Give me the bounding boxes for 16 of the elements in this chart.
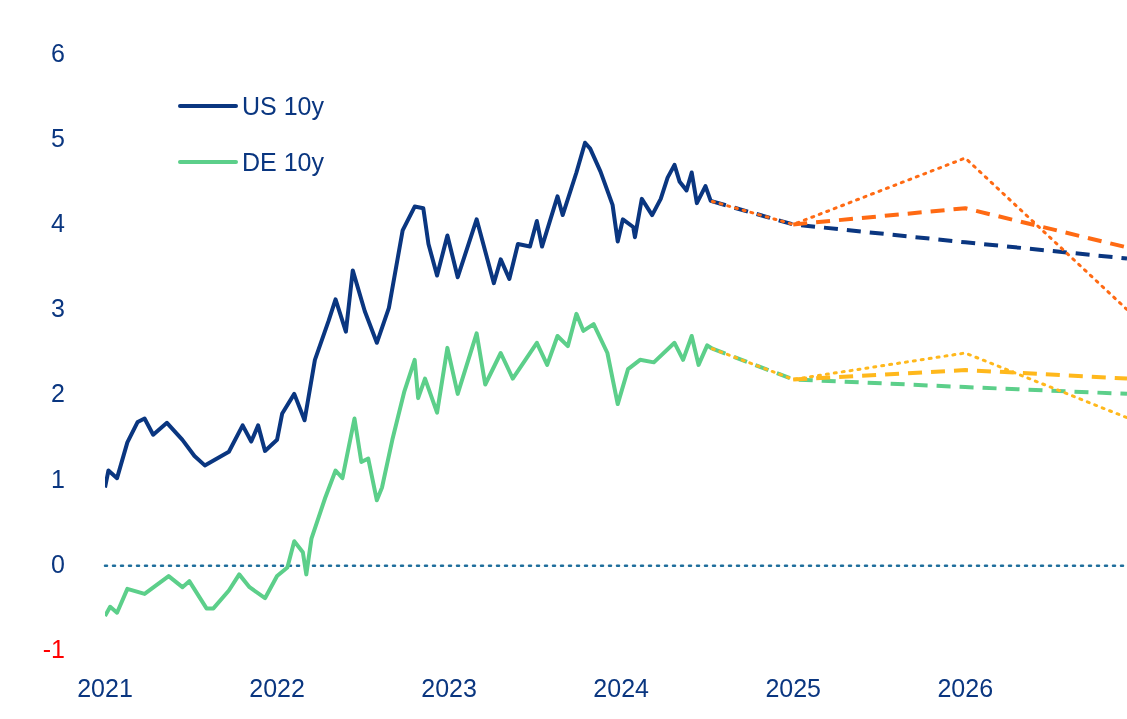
legend-label: DE 10y <box>242 147 324 177</box>
y-tick-label: 1 <box>51 464 65 493</box>
y-tick-label: 4 <box>51 209 66 238</box>
x-tick-label: 2022 <box>249 673 305 702</box>
y-tick-label: 5 <box>51 124 65 153</box>
y-tick-label: -1 <box>42 634 65 663</box>
y-tick-label: 0 <box>51 549 65 578</box>
x-tick-label: 2021 <box>77 673 133 702</box>
y-tick-label: 3 <box>51 294 65 323</box>
x-tick-label: 2025 <box>765 673 822 702</box>
y-tick-label: 6 <box>51 38 65 67</box>
legend-label: US 10y <box>242 91 324 121</box>
x-tick-label: 2024 <box>593 673 650 702</box>
x-tick-label: 2026 <box>937 673 994 702</box>
y-tick-label: 2 <box>51 379 65 408</box>
x-tick-label: 2023 <box>421 673 477 702</box>
